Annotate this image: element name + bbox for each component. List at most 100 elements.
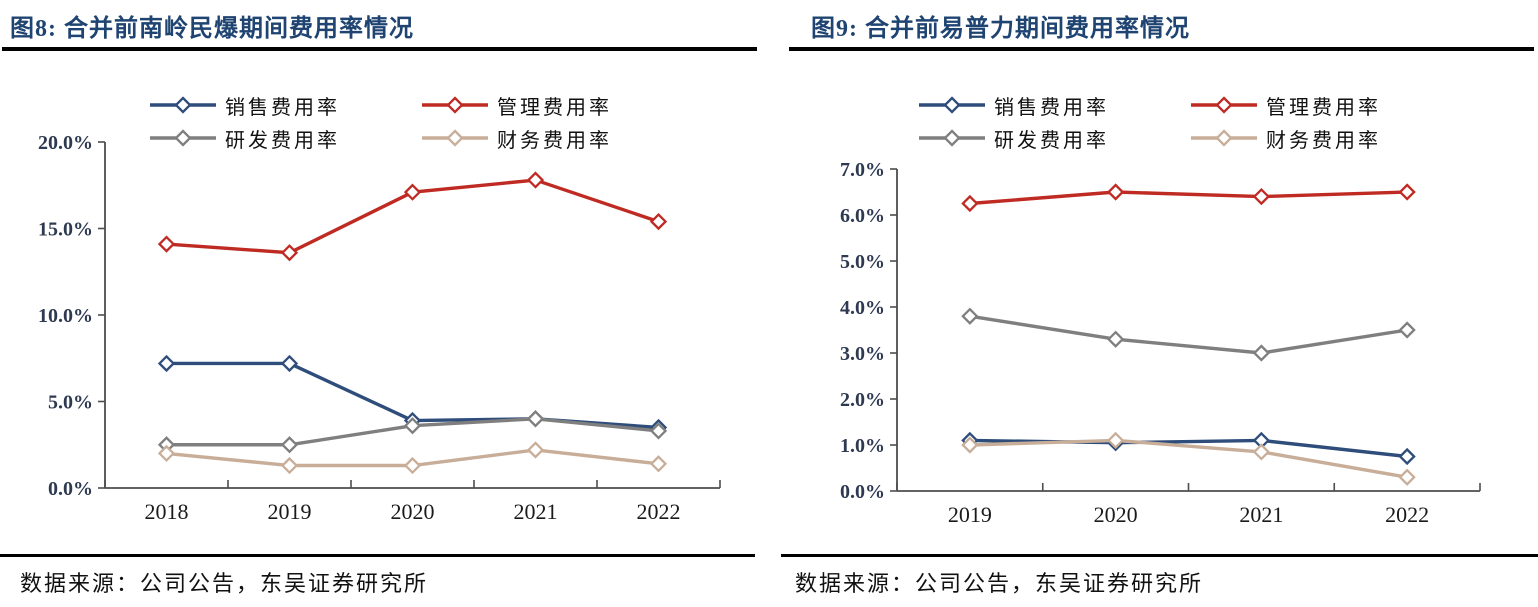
data-point-marker xyxy=(1398,468,1416,486)
legend-label: 销售费用率 xyxy=(225,96,340,119)
data-point-marker xyxy=(174,129,192,147)
data-point-marker xyxy=(961,307,979,325)
data-point-marker xyxy=(280,456,299,475)
data-point-marker xyxy=(157,444,176,463)
data-point-marker xyxy=(280,354,299,373)
legend-item-sales-expense-ratio: 销售费用率 xyxy=(919,90,1191,120)
series-line xyxy=(969,314,1408,355)
legend-line-marker-icon xyxy=(1191,129,1257,147)
data-point-marker xyxy=(1252,187,1271,206)
x-axis-tick-label: 2020 xyxy=(1094,502,1138,527)
figure-9-panel: 图9: 合并前易普力期间费用率情况 0.0% 1.0% 2.0% 3.0% 4.0% 5.… xyxy=(769,0,1538,607)
data-point-marker xyxy=(446,129,464,147)
data-point-marker xyxy=(943,129,961,147)
figure-8-panel: 图8: 合并前南岭民爆期间费用率情况 0.0% 5.0% 10.0% 15.0% 20.… xyxy=(0,16,757,596)
legend-label: 财务费用率 xyxy=(1266,129,1381,152)
y-axis-tick-label: 6.0% xyxy=(840,205,885,227)
legend-label: 研发费用率 xyxy=(994,129,1109,152)
data-point-marker xyxy=(403,417,422,435)
legend-item-management-expense-ratio: 管理费用率 xyxy=(422,90,612,120)
series-sales-expense-ratio xyxy=(961,431,1416,466)
series-finance-expense-ratio xyxy=(157,441,668,475)
data-point-marker xyxy=(1106,330,1125,348)
y-axis-tick-label: 7.0% xyxy=(840,159,885,181)
title-divider xyxy=(789,47,1534,51)
y-axis-tick-label: 20.0% xyxy=(38,132,93,154)
series-management-expense-ratio xyxy=(961,183,1416,213)
expense-ratio-line-chart-yipuli: 0.0% 1.0% 2.0% 3.0% 4.0% 5.0% 6.0% 7.0% 2019 2020… xyxy=(840,159,1481,527)
legend-line-marker-icon xyxy=(919,129,985,147)
figure-8-title: 图8: 合并前南岭民爆期间费用率情况 xyxy=(10,16,414,42)
data-point-marker xyxy=(1252,443,1271,461)
x-axis-tick-label: 2021 xyxy=(514,499,558,524)
data-source-note: 数据来源：公司公告，东吴证券研究所 xyxy=(795,571,1204,596)
footer-divider xyxy=(781,554,1538,557)
data-point-marker xyxy=(1106,183,1125,201)
x-axis-tick-label: 2020 xyxy=(391,499,435,524)
legend-label: 管理费用率 xyxy=(497,96,612,119)
data-point-marker xyxy=(649,422,668,440)
data-point-marker xyxy=(174,96,192,114)
legend-line-marker-icon xyxy=(150,129,216,147)
data-point-marker xyxy=(1398,321,1416,339)
data-point-marker xyxy=(1215,129,1233,147)
legend-line-marker-icon xyxy=(919,96,985,114)
footer-divider xyxy=(0,554,755,557)
legend-item-rd-expense-ratio: 研发费用率 xyxy=(150,123,422,153)
series-rd-expense-ratio xyxy=(961,307,1416,362)
x-axis-tick-label: 2019 xyxy=(948,502,992,527)
data-point-marker xyxy=(403,456,422,475)
legend-line-marker-icon xyxy=(422,96,488,114)
x-axis-tick-label: 2019 xyxy=(268,499,312,524)
legend-line-marker-icon xyxy=(1191,96,1257,114)
data-point-marker xyxy=(157,235,176,253)
y-axis-tick-label: 3.0% xyxy=(840,343,885,365)
data-point-marker xyxy=(649,455,668,473)
y-axis-tick-label: 0.0% xyxy=(48,478,93,500)
data-point-marker xyxy=(1398,183,1416,201)
data-point-marker xyxy=(446,96,464,114)
x-axis-tick-label: 2021 xyxy=(1239,502,1283,527)
series-line xyxy=(969,438,1408,479)
y-axis-tick-label: 5.0% xyxy=(840,251,885,273)
y-axis-tick-label: 0.0% xyxy=(840,481,885,503)
data-source-note: 数据来源：公司公告，东吴证券研究所 xyxy=(20,571,429,596)
legend-item-finance-expense-ratio: 财务费用率 xyxy=(1191,123,1381,153)
y-axis-tick-label: 1.0% xyxy=(840,435,885,457)
legend-line-marker-icon xyxy=(150,96,216,114)
legend-label: 管理费用率 xyxy=(1266,96,1381,119)
legend-label: 研发费用率 xyxy=(225,129,340,152)
data-point-marker xyxy=(157,354,176,373)
figure-9-title: 图9: 合并前易普力期间费用率情况 xyxy=(811,16,1190,42)
y-axis-tick-label: 2.0% xyxy=(840,389,885,411)
data-point-marker xyxy=(961,194,979,213)
data-point-marker xyxy=(1106,431,1125,450)
data-point-marker xyxy=(280,244,299,262)
chart-legend: 销售费用率 管理费用率研发费用率 财务费用率 xyxy=(150,90,612,153)
data-point-marker xyxy=(280,436,299,454)
data-point-marker xyxy=(1398,447,1416,466)
data-point-marker xyxy=(526,441,545,459)
y-axis-tick-label: 10.0% xyxy=(38,305,93,327)
series-line xyxy=(969,190,1408,206)
data-point-marker xyxy=(943,96,961,114)
x-axis-tick-label: 2022 xyxy=(1385,502,1429,527)
series-rd-expense-ratio xyxy=(157,410,668,454)
y-axis-tick-label: 4.0% xyxy=(840,297,885,319)
chart-legend: 销售费用率 管理费用率研发费用率 财务费用率 xyxy=(919,90,1381,153)
data-point-marker xyxy=(526,410,545,428)
legend-item-management-expense-ratio: 管理费用率 xyxy=(1191,90,1381,120)
series-finance-expense-ratio xyxy=(961,431,1416,486)
legend-label: 财务费用率 xyxy=(497,129,612,152)
series-management-expense-ratio xyxy=(157,171,668,262)
data-point-marker xyxy=(403,183,422,201)
y-axis-tick-label: 15.0% xyxy=(38,219,93,241)
y-axis-tick-label: 5.0% xyxy=(48,392,93,414)
data-point-marker xyxy=(526,171,545,189)
data-point-marker xyxy=(1252,344,1271,362)
data-point-marker xyxy=(649,212,668,231)
x-axis-tick-label: 2018 xyxy=(145,499,189,524)
legend-label: 销售费用率 xyxy=(994,96,1109,119)
legend-item-sales-expense-ratio: 销售费用率 xyxy=(150,90,422,120)
